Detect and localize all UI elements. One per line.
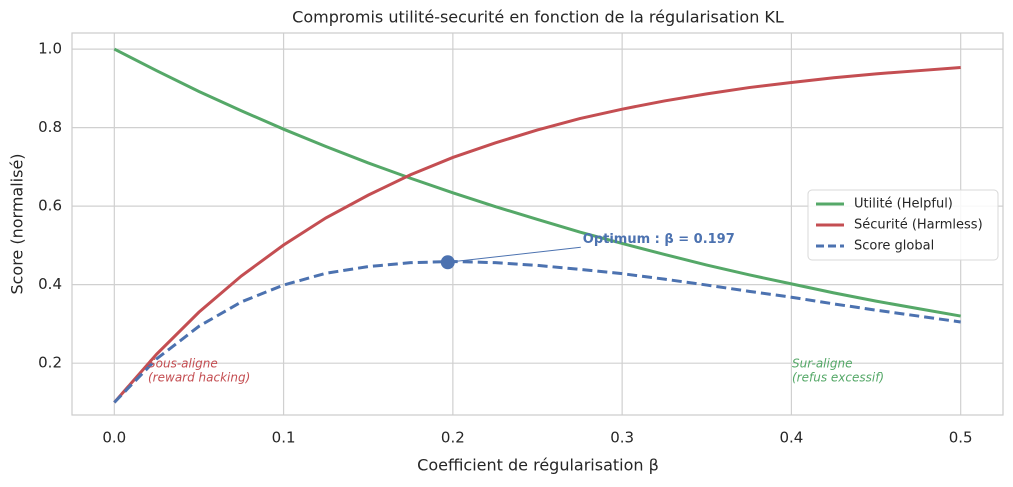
annotation-arrow [447, 246, 581, 263]
region-annotation: (refus excessif) [792, 371, 884, 385]
legend-label: Score global [854, 239, 934, 254]
optimum-label: Optimum : β = 0.197 [583, 232, 735, 247]
y-tick-label: 0.6 [38, 197, 62, 215]
region-annotation: Sur-aligne [792, 357, 852, 371]
y-axis-label: Score (normalisé) [8, 153, 27, 294]
region-annotation: Sous-aligne [148, 357, 218, 371]
series-line [113, 66, 961, 404]
chart-title: Compromis utilité-securité en fonction d… [292, 8, 784, 27]
optimum-marker [440, 255, 455, 270]
x-tick-label: 0.2 [441, 429, 465, 447]
x-tick-label: 0.4 [779, 429, 803, 447]
legend-box [807, 189, 999, 261]
legend-label: Utilité (Helpful) [854, 197, 953, 212]
x-tick-label: 0.0 [102, 429, 126, 447]
y-tick-label: 0.8 [38, 118, 62, 136]
y-tick-label: 1.0 [38, 40, 62, 58]
legend-label: Sécurité (Harmless) [854, 218, 983, 233]
x-tick-label: 0.1 [272, 429, 296, 447]
x-axis-label: Coefficient de régularisation β [417, 456, 659, 475]
series-line [113, 47, 961, 318]
y-tick-label: 0.2 [38, 354, 62, 372]
x-tick-label: 0.5 [949, 429, 973, 447]
plot-frame [71, 32, 1004, 416]
x-tick-label: 0.3 [610, 429, 634, 447]
region-annotation: (reward hacking) [148, 371, 250, 385]
y-tick-label: 0.4 [38, 275, 62, 293]
